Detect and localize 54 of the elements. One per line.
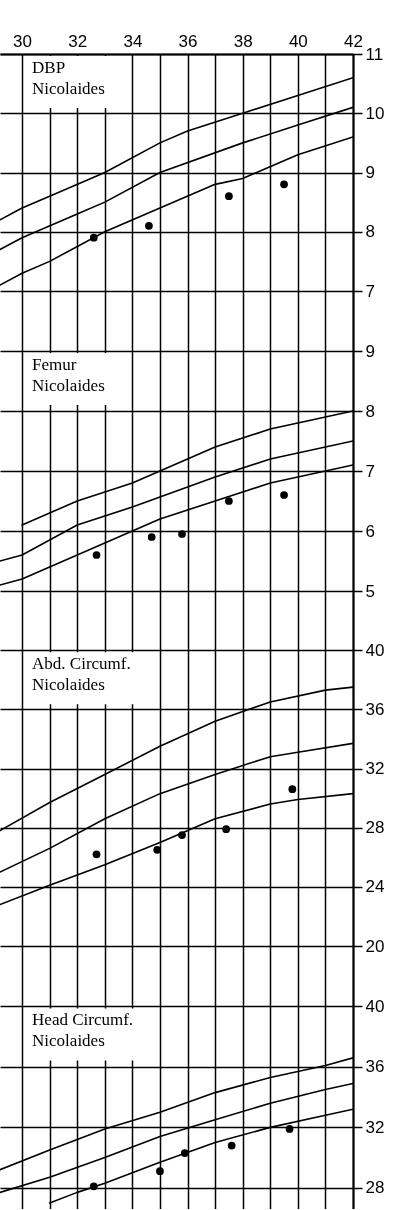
text: Nicolaides <box>32 376 105 395</box>
text: Abd. Circumf. <box>32 654 131 674</box>
point <box>145 221 153 230</box>
y-tick-label: 7 <box>365 281 375 301</box>
point <box>89 1182 98 1191</box>
y-tick-label: 36 <box>365 699 385 719</box>
y-tick-label: 24 <box>365 877 385 897</box>
point <box>153 845 162 854</box>
y-tick-label: 9 <box>365 341 375 361</box>
point <box>180 1149 189 1157</box>
point <box>285 1125 294 1133</box>
text: Nicolaides <box>32 1031 105 1051</box>
text: Nicolaides <box>32 79 105 98</box>
point <box>280 491 288 499</box>
y-tick-label: 36 <box>365 1057 385 1077</box>
point <box>225 192 233 201</box>
point <box>288 785 297 794</box>
y-tick-label: 10 <box>365 103 385 123</box>
x-tick-label: 32 <box>68 31 88 51</box>
point <box>178 530 186 538</box>
y-tick-label: 11 <box>365 44 384 64</box>
y-tick-label: 5 <box>365 581 375 601</box>
point <box>225 497 233 505</box>
y-tick-label: 7 <box>365 461 375 481</box>
text: Nicolaides <box>32 675 105 695</box>
point <box>227 1141 236 1150</box>
point <box>222 825 231 834</box>
y-tick-label: 28 <box>365 1178 385 1198</box>
y-tick-label: 8 <box>365 401 375 421</box>
y-tick-label: 32 <box>365 759 385 778</box>
y-tick-label: 40 <box>365 996 385 1016</box>
x-tick-label: 34 <box>123 31 143 51</box>
y-tick-label: 28 <box>365 818 385 838</box>
point <box>92 850 101 859</box>
point <box>89 233 98 242</box>
y-tick-label: 9 <box>365 163 375 182</box>
point <box>92 551 101 559</box>
y-tick-label: 20 <box>365 936 385 956</box>
x-tick-label: 30 <box>13 31 33 51</box>
point <box>147 533 156 541</box>
x-tick-label: 40 <box>288 31 308 51</box>
chart-title: DBP <box>32 58 66 77</box>
text: Head Circumf. <box>32 1010 134 1030</box>
point <box>156 1167 164 1176</box>
y-tick-label: 8 <box>365 222 375 242</box>
point <box>280 180 288 189</box>
text: Femur <box>32 355 77 374</box>
point <box>178 831 186 839</box>
y-tick-label: 40 <box>365 640 385 660</box>
x-tick-label: 38 <box>233 31 253 51</box>
y-tick-label: 6 <box>365 521 375 541</box>
y-tick-label: 32 <box>365 1117 385 1137</box>
x-tick-label: 36 <box>178 31 198 51</box>
x-tick-label: 42 <box>344 31 363 51</box>
